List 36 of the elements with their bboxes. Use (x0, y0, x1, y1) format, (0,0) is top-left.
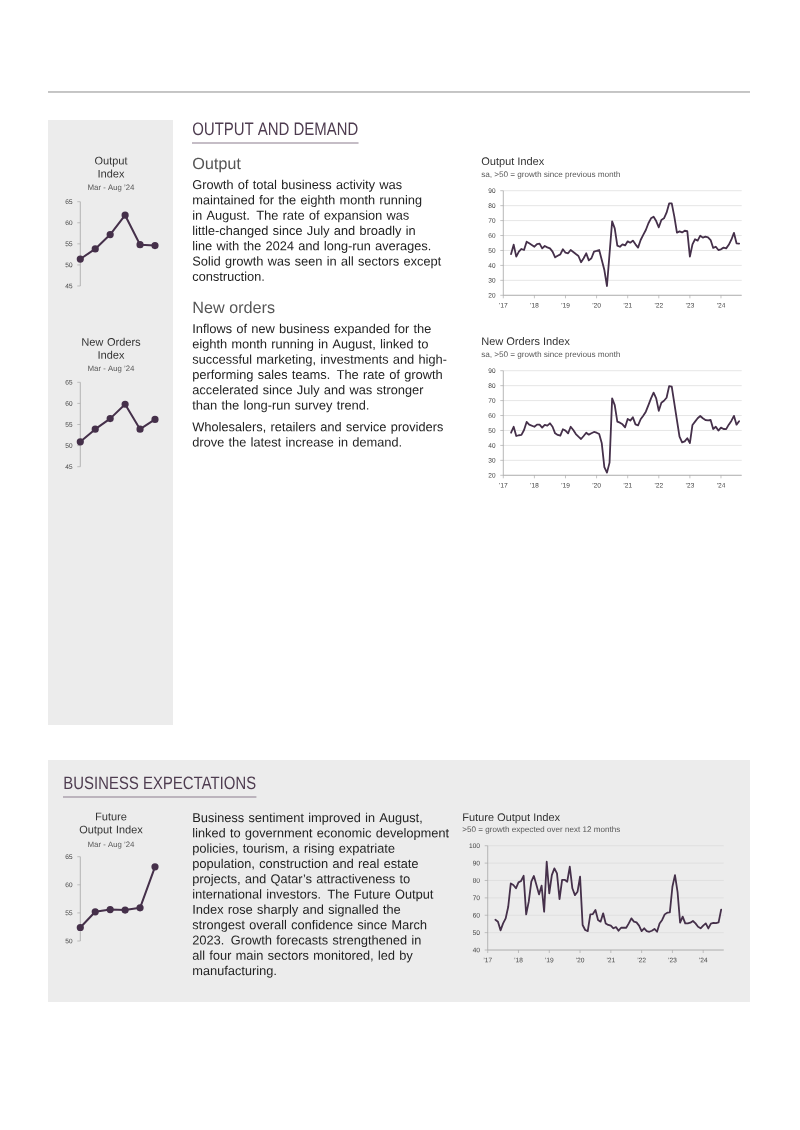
chart-title: New Orders Index (482, 337, 570, 346)
point (151, 863, 159, 871)
line-series (510, 202, 741, 287)
point (91, 245, 99, 253)
chart-title: Future Output Index (79, 812, 143, 836)
point (76, 923, 84, 932)
text: Growth of total business activity was maintained for the eighth month running in August. The rate of expansion was little-changed since July and broadly in line with the 2024 and long-run averages. Solid growth was seen in all sectors except construction. (192, 179, 442, 281)
point (106, 230, 114, 239)
point (121, 906, 129, 914)
point (76, 255, 84, 263)
text: Inflows of new business expanded for the eighth month running in August, linked to successful marketing, investments and high-performing sales teams. The rate of growth accelerated since July and was stronger than the long-run survey trend. (192, 323, 447, 413)
text: Wholesalers, retailers and service providers drove the latest increase in demand. (192, 421, 443, 447)
chart-subtitle: sa, >50 = growth since previous month (481, 351, 620, 359)
chart-title: Output Index (95, 156, 128, 178)
point (91, 908, 99, 916)
point (106, 905, 114, 914)
point (136, 241, 144, 249)
text: OUTPUT AND DEMAND (192, 122, 358, 136)
point (121, 211, 129, 219)
point (136, 425, 144, 433)
text: BUSINESS EXPECTATIONS (64, 776, 256, 790)
point (91, 425, 99, 433)
point (76, 438, 84, 446)
point (151, 241, 159, 250)
point (121, 400, 129, 408)
point (151, 415, 159, 424)
chart-title: Future Output Index (463, 813, 560, 824)
text: New orders (193, 301, 275, 314)
text: Business sentiment improved in August, linked to government economic development policies, tourism, a rising expatriate population, construction and real estate projects, and Qatar’s attractiveness to international investors. The Future Output Index rose sharply and signalled the strongest overall confidence since March 2023. Growth forecasts strengthened in all four main sectors monitored, led by manufacturing. (192, 812, 449, 978)
text: Output (193, 157, 241, 173)
chart-subtitle: >50 = growth expected over next 12 months (462, 826, 621, 834)
point (106, 414, 114, 423)
chart-title: New Orders Index (82, 337, 141, 359)
point (136, 904, 144, 912)
chart-subtitle: sa, >50 = growth since previous month (481, 171, 620, 179)
chart-title: Output Index (481, 157, 545, 168)
